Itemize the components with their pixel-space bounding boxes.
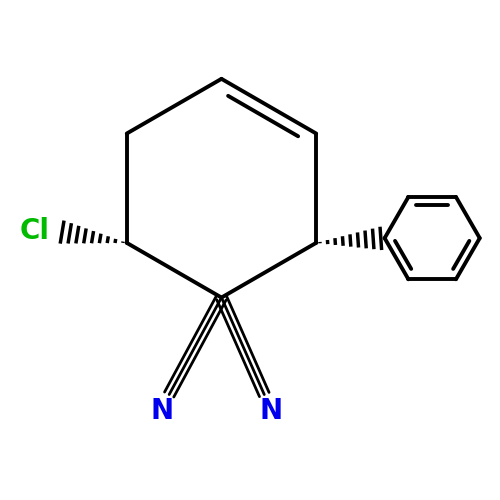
Text: N: N (151, 396, 174, 424)
Text: Cl: Cl (20, 218, 50, 246)
Text: N: N (260, 396, 282, 424)
